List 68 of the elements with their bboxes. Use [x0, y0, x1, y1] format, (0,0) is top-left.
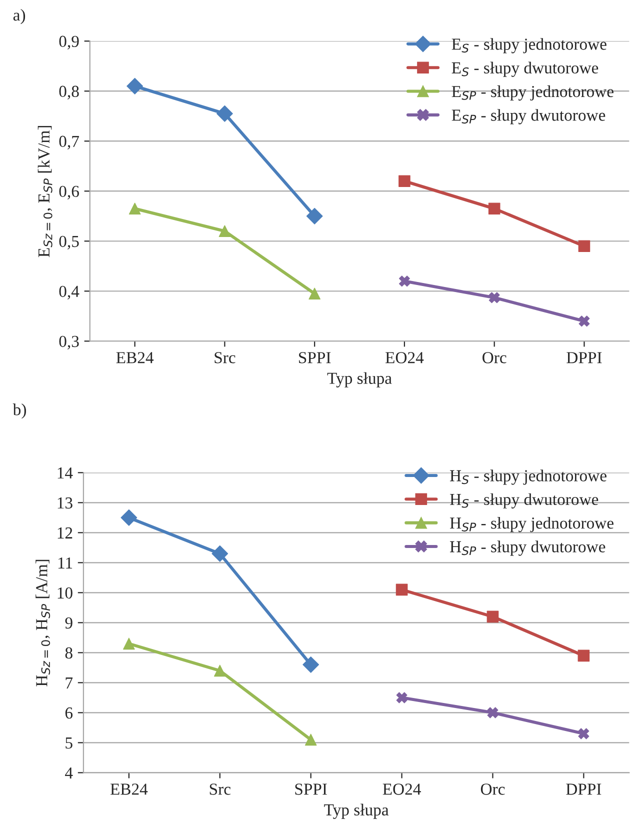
x-tick-label: DPPI	[566, 784, 602, 795]
y-tick-label: 0,6	[59, 186, 79, 200]
x-tick-label: Orc	[480, 784, 505, 795]
point	[487, 707, 498, 718]
y-tick-label: 0,9	[59, 36, 79, 50]
y-axis-title: E$_{Sz=0}$, E$_{SP}$ [kV/m]	[38, 126, 52, 258]
y-tick-label: 0,8	[59, 86, 79, 100]
x-tick-label: EO24	[386, 352, 424, 364]
text: b)	[12, 404, 26, 419]
y-tick-label: 11	[58, 557, 72, 568]
legend-label: H$_{SP}$ - słupy dwutorowe	[450, 540, 606, 556]
x-tick-label: EB24	[110, 784, 148, 795]
y-tick-label: 10	[58, 587, 72, 599]
x-tick-label: SPPI	[299, 352, 331, 364]
y-tick-label: 8	[65, 647, 72, 659]
y-tick-label: 9	[65, 617, 72, 629]
y-tick-label: 0,7	[59, 136, 79, 150]
x-tick-label: Orc	[482, 352, 506, 364]
point	[123, 638, 135, 650]
point	[126, 78, 144, 94]
point	[304, 734, 317, 746]
point	[302, 656, 320, 673]
point	[398, 175, 410, 188]
x-tick-label: EB24	[116, 352, 154, 364]
legend-label: E$_{SP}$ - słupy jednotorowe	[452, 85, 614, 101]
point	[214, 664, 226, 677]
point	[218, 225, 231, 238]
point	[578, 650, 590, 662]
point	[488, 292, 500, 304]
legend-label: E$_{S}$ - słupy dwutorowe	[452, 62, 598, 77]
x-tick-label: SPPI	[295, 784, 327, 795]
x-tick-label: Src	[214, 352, 236, 364]
point	[308, 288, 320, 300]
point	[488, 202, 500, 215]
point	[216, 105, 233, 122]
point	[486, 610, 499, 623]
y-tick-label: 13	[58, 497, 72, 509]
point	[120, 509, 138, 526]
y-tick-label: 12	[58, 527, 72, 538]
legend-label: E$_{S}$ - słupy jednotorowe	[452, 38, 606, 54]
legend-label: H$_{S}$ - słupy jednotorowe	[450, 470, 606, 485]
y-tick-label: 0,4	[59, 286, 80, 300]
y-tick-label: 0,3	[59, 336, 79, 350]
text: a)	[13, 8, 26, 24]
point	[578, 316, 590, 327]
point	[398, 276, 410, 287]
y-tick-label: 6	[65, 707, 73, 719]
legend-label: E$_{SP}$ - słupy dwutorowe	[452, 109, 606, 124]
y-tick-label: 5	[66, 738, 72, 749]
x-tick-label: Src	[210, 784, 230, 795]
y-axis-title: H$_{Sz=0}$, H$_{SP}$ [A/m]	[36, 560, 50, 686]
legend-label: H$_{SP}$ - słupy jednotorowe	[450, 516, 614, 532]
y-tick-label: 4	[65, 767, 73, 778]
x-tick-label: DPPI	[566, 352, 602, 364]
point	[578, 728, 590, 740]
x-axis-title: Typ słupa	[327, 372, 392, 388]
point	[578, 240, 590, 252]
y-tick-label: 14	[58, 467, 73, 478]
x-tick-label: EO24	[382, 784, 421, 795]
point	[396, 584, 408, 596]
y-tick-label: 7	[66, 678, 73, 688]
point	[128, 202, 141, 215]
y-tick-label: 0,5	[59, 236, 79, 250]
point	[306, 208, 323, 224]
point	[396, 692, 408, 704]
x-axis-title: Typ słupa	[324, 804, 389, 819]
legend-label: H$_{S}$ - słupy dwutorowe	[450, 493, 598, 508]
point	[212, 545, 228, 562]
